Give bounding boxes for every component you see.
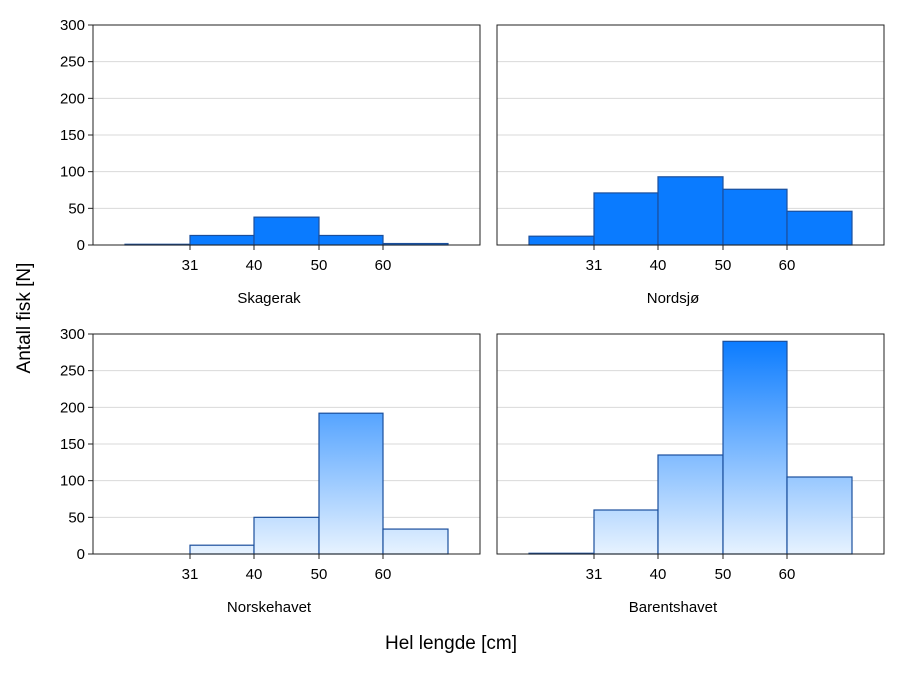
y-tick-label: 50 xyxy=(68,509,85,526)
bar->60 xyxy=(786,210,853,246)
y-tick-label: 0 xyxy=(77,237,85,254)
y-tick-label: 50 xyxy=(68,200,85,217)
y-tick-label: 250 xyxy=(60,54,85,71)
bar-40-50 xyxy=(253,516,320,555)
x-tick-label: 50 xyxy=(715,257,732,274)
panel-title: Skagerak xyxy=(237,290,301,307)
bar-40-50 xyxy=(253,216,320,246)
y-tick-label: 300 xyxy=(60,326,85,343)
panel-3: 31 40 50 60 Barentshavet xyxy=(496,333,885,616)
bar->60 xyxy=(786,476,853,555)
x-tick-label: 50 xyxy=(715,566,732,583)
x-tick-label: 31 xyxy=(586,257,603,274)
bar-31-40 xyxy=(593,192,659,246)
bar-40-50 xyxy=(657,176,724,246)
x-tick-label: 31 xyxy=(586,566,603,583)
y-tick-label: 300 xyxy=(60,17,85,34)
bar-50-60 xyxy=(318,412,384,555)
panel-title: Norskehavet xyxy=(227,599,312,616)
bar->60 xyxy=(382,528,449,555)
y-tick-label: 100 xyxy=(60,164,85,181)
bar-31-40 xyxy=(189,544,255,555)
panel-0: 0 50 100 150 200 250 300 31 40 50 60 Skagerak xyxy=(60,17,481,307)
x-tick-label: 40 xyxy=(650,566,667,583)
y-tick-label: 250 xyxy=(60,363,85,380)
bar-<31 xyxy=(528,235,595,246)
panel-title: Nordsjø xyxy=(647,290,700,307)
x-axis-title: Hel lengde [cm] xyxy=(385,633,517,654)
x-tick-label: 40 xyxy=(650,257,667,274)
x-tick-label: 60 xyxy=(375,566,392,583)
x-tick-label: 50 xyxy=(311,566,328,583)
plot-frame xyxy=(496,333,885,555)
y-tick-label: 0 xyxy=(77,546,85,563)
bar-50-60 xyxy=(318,234,384,246)
x-tick-label: 31 xyxy=(182,566,199,583)
panel-2: 0 50 100 150 200 250 300 31 40 50 60 Norskehavet xyxy=(60,326,481,616)
x-tick-label: 40 xyxy=(246,566,263,583)
y-tick-label: 200 xyxy=(60,90,85,107)
bar-31-40 xyxy=(593,509,659,555)
y-tick-label: 200 xyxy=(60,399,85,416)
y-tick-label: 150 xyxy=(60,436,85,453)
y-axis-title: Antall fisk [N] xyxy=(14,263,35,374)
panel-1: 31 40 50 60 Nordsjø xyxy=(496,24,885,307)
y-tick-label: 100 xyxy=(60,473,85,490)
bar-50-60 xyxy=(722,340,788,555)
x-tick-label: 50 xyxy=(311,257,328,274)
bar-31-40 xyxy=(189,234,255,246)
plot-frame xyxy=(496,24,885,246)
y-tick-label: 150 xyxy=(60,127,85,144)
x-tick-label: 60 xyxy=(779,566,796,583)
x-tick-label: 60 xyxy=(779,257,796,274)
x-tick-label: 31 xyxy=(182,257,199,274)
bar-50-60 xyxy=(722,188,788,246)
panels-group: 0 50 100 150 200 250 300 31 40 50 60 Skagerak 31 40 50… xyxy=(60,17,885,616)
panel-title: Barentshavet xyxy=(629,599,718,616)
x-tick-label: 60 xyxy=(375,257,392,274)
bar-40-50 xyxy=(657,454,724,555)
x-tick-label: 40 xyxy=(246,257,263,274)
